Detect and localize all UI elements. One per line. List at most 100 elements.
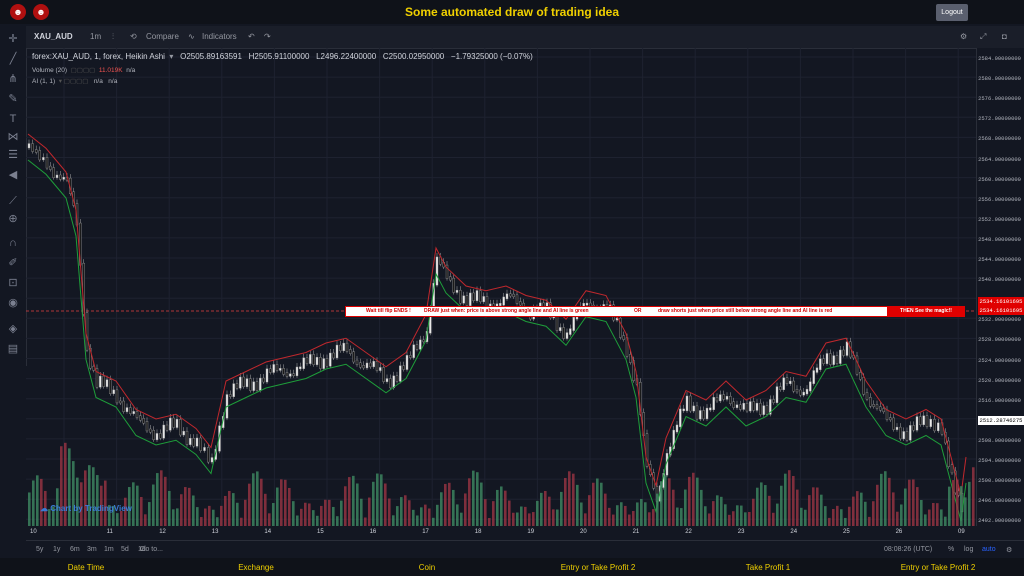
candle-body xyxy=(229,394,232,397)
volume-bar xyxy=(624,505,627,526)
camera-icon[interactable]: ◘ xyxy=(1002,32,1007,41)
volume-bar xyxy=(272,503,275,526)
settings-icon[interactable]: ⚙ xyxy=(960,32,968,41)
volume-bar xyxy=(452,489,455,526)
indicators-icon[interactable]: ∿ xyxy=(188,32,195,41)
range-button-1m[interactable]: 1m xyxy=(104,546,114,553)
range-button-1d[interactable]: 1d xyxy=(138,546,146,553)
pitchfork-icon[interactable]: ⋔ xyxy=(8,73,18,85)
volume-bar xyxy=(336,516,339,526)
volume-bar xyxy=(236,502,239,526)
volume-label[interactable]: Volume (20) xyxy=(32,67,68,74)
layers-icon[interactable]: ◈ xyxy=(8,323,18,335)
range-button-5y[interactable]: 5y xyxy=(36,546,44,553)
volume-bar xyxy=(208,505,211,526)
trash-icon[interactable]: ▤ xyxy=(7,343,19,355)
magnet-icon[interactable]: ∩ xyxy=(9,237,17,249)
candle-body xyxy=(859,372,862,380)
legend-high: H2505.91100000 xyxy=(248,52,310,61)
range-button-6m[interactable]: 6m xyxy=(70,546,80,553)
tradingview-watermark[interactable]: ☁ Chart by TradingView xyxy=(40,504,132,513)
volume-bar xyxy=(128,487,131,526)
volume-bar xyxy=(592,482,595,526)
candle-body xyxy=(829,353,832,365)
time-tick-label: 26 xyxy=(895,529,903,535)
candle-body xyxy=(502,296,505,306)
volume-bar xyxy=(36,475,39,526)
candle-body xyxy=(762,405,765,415)
candle-body xyxy=(245,378,249,388)
candle-body xyxy=(95,368,99,388)
volume-bar xyxy=(420,507,423,526)
candle-style-icon[interactable]: ⫶ xyxy=(112,32,114,41)
candle-body xyxy=(232,383,235,397)
time-axis[interactable]: 10 11 12 13 14 15 16 17 18 19 20 21 22 23 24 25 26 09 xyxy=(26,526,976,540)
fib-icon[interactable]: ☰ xyxy=(8,149,18,161)
goto-button[interactable]: Go to... xyxy=(140,546,163,553)
volume-bar xyxy=(300,508,303,526)
candle-body xyxy=(59,174,62,180)
candle-body xyxy=(909,425,912,441)
volume-bar xyxy=(380,474,383,526)
zoom-icon[interactable]: ⊕ xyxy=(8,213,18,225)
range-settings-icon[interactable]: ⚙ xyxy=(1006,547,1013,554)
candle-body xyxy=(349,349,352,354)
volume-bar xyxy=(340,500,343,526)
ruler-icon[interactable]: ⟋ xyxy=(9,195,17,207)
volume-bar xyxy=(872,501,875,526)
log-toggle[interactable]: log xyxy=(964,546,974,553)
range-button-1y[interactable]: 1y xyxy=(53,546,61,553)
volume-bar xyxy=(532,512,535,526)
candle-body xyxy=(702,410,705,420)
candle-body xyxy=(509,293,512,297)
candle-body xyxy=(455,289,459,293)
candle-body xyxy=(342,342,345,352)
arrow-icon[interactable]: ◀ xyxy=(8,169,18,181)
volume-bar xyxy=(376,473,379,526)
eye-icon[interactable]: ◉ xyxy=(8,297,18,309)
crosshair-icon[interactable]: ✛ xyxy=(8,33,18,45)
candle-body xyxy=(99,375,102,388)
volume-bar xyxy=(556,509,559,526)
undo-icon[interactable]: ↶ xyxy=(248,32,255,41)
volume-bar xyxy=(164,476,167,526)
compare-icon[interactable]: ⟲ xyxy=(130,32,137,41)
range-button-3m[interactable]: 3m xyxy=(87,546,97,553)
indicator-label[interactable]: AI (1, 1) xyxy=(32,78,56,85)
volume-bar xyxy=(96,475,99,526)
compare-button[interactable]: Compare xyxy=(146,32,179,41)
trendline-icon[interactable]: ╱ xyxy=(9,53,17,65)
pattern-icon[interactable]: ⋈ xyxy=(7,131,19,143)
volume-bar xyxy=(540,492,543,526)
volume-bar xyxy=(396,506,399,526)
interval-button[interactable]: 1m xyxy=(90,32,102,41)
auto-toggle[interactable]: auto xyxy=(982,546,996,553)
candle-body xyxy=(372,361,375,368)
redo-icon[interactable]: ↷ xyxy=(264,32,271,41)
volume-bar xyxy=(344,486,347,526)
price-chart[interactable] xyxy=(26,48,976,526)
candle-body xyxy=(752,401,755,411)
text-icon[interactable]: T xyxy=(9,113,17,125)
symbol-search[interactable]: XAU_AUD xyxy=(34,32,73,41)
legend-symbol[interactable]: forex:XAU_AUD, 1, forex, Heikin Ashi xyxy=(32,52,165,61)
volume-bar xyxy=(772,512,775,526)
candle-body xyxy=(512,293,515,298)
percent-toggle[interactable]: % xyxy=(948,546,955,553)
lock-drawing-icon[interactable]: ✐ xyxy=(8,257,18,269)
candle-body xyxy=(885,409,889,420)
volume-bar xyxy=(104,480,107,526)
candle-body xyxy=(252,381,255,391)
logout-button[interactable]: Logout xyxy=(936,4,968,21)
brush-icon[interactable]: ✎ xyxy=(8,93,18,105)
range-button-5d[interactable]: 5d xyxy=(121,546,129,553)
candle-body xyxy=(515,294,519,304)
fullscreen-icon[interactable]: ⤢ xyxy=(980,32,987,41)
candle-body xyxy=(122,400,125,412)
volume-bar xyxy=(784,473,787,526)
price-axis[interactable]: 2584.00000000 2580.00000000 2576.00000000 2… xyxy=(976,48,1024,526)
candle-body xyxy=(179,419,182,436)
lock-icon[interactable]: ⊡ xyxy=(8,277,18,289)
indicators-button[interactable]: Indicators xyxy=(202,32,237,41)
footer-columns: Date Time Exchange Coin Entry or Take Profi… xyxy=(0,558,1024,576)
